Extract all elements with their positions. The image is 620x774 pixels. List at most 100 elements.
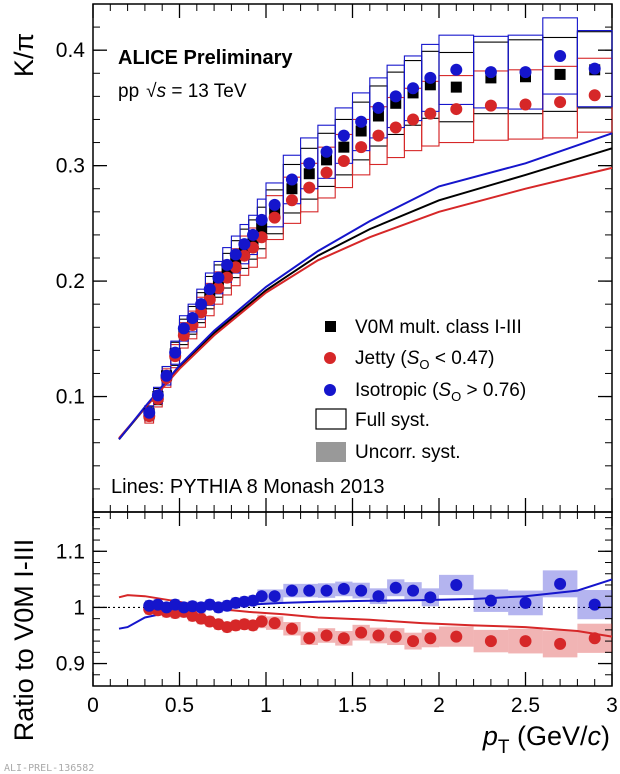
marker-v0m: [450, 81, 462, 93]
ratio-marker-jetty: [424, 632, 437, 645]
energy-s: s: [157, 81, 167, 102]
x-axis-title-sub: T: [498, 737, 510, 758]
marker-jetty: [588, 89, 601, 102]
marker-jetty: [407, 113, 420, 126]
pythia-lines-note: Lines: PYTHIA 8 Monash 2013: [111, 476, 385, 498]
ratio-marker-isotropic: [407, 584, 420, 597]
ratio-marker-jetty: [588, 632, 601, 645]
marker-v0m: [303, 168, 315, 180]
ratio-marker-jetty: [519, 635, 532, 648]
ratio-marker-isotropic: [389, 581, 402, 594]
upper-y-tick-label: 0.4: [56, 39, 86, 62]
legend-iso-b: > 0.76): [461, 380, 526, 401]
lower-y-tick-label: 1: [73, 596, 85, 619]
lower-y-tick-label: 0.9: [56, 653, 85, 676]
energy-prefix: pp: [118, 81, 139, 102]
x-axis-title-unit-c: c: [588, 721, 602, 751]
legend-marker-jetty: [324, 352, 336, 364]
marker-isotropic: [320, 145, 333, 158]
legend-jetty-b: < 0.47): [430, 348, 495, 369]
ratio-marker-jetty: [407, 635, 420, 648]
legend-jetty-sub: O: [419, 357, 429, 372]
x-tick-label: 0.5: [165, 694, 194, 717]
pythia-ratio-line-isotropic: [118, 578, 613, 630]
ratio-marker-jetty: [268, 617, 281, 630]
ratio-marker-isotropic: [268, 590, 281, 603]
marker-isotropic: [186, 312, 199, 325]
energy-value: = 13 TeV: [166, 81, 247, 102]
upper-y-axis-title: K/π: [9, 33, 39, 77]
marker-isotropic: [221, 258, 234, 271]
marker-isotropic: [195, 298, 208, 311]
legend-label-jetty: Jetty (SO < 0.47): [355, 348, 495, 372]
ratio-marker-jetty: [285, 622, 298, 635]
ratio-marker-isotropic: [255, 590, 268, 603]
marker-isotropic: [169, 346, 182, 359]
pythia-ratio-line-jetty: [118, 594, 613, 638]
alice-preliminary-title: ALICE Preliminary: [118, 47, 293, 69]
ratio-marker-jetty: [320, 629, 333, 642]
legend-marker-uncorr-syst: [316, 442, 346, 462]
marker-isotropic: [484, 66, 497, 79]
legend-marker-full-syst: [315, 408, 347, 430]
legend-jetty-a: Jetty (: [355, 348, 407, 369]
legend-label-isotropic: Isotropic (SO > 0.76): [355, 380, 526, 404]
marker-isotropic: [303, 157, 316, 170]
marker-isotropic: [407, 82, 420, 95]
ratio-marker-jetty: [450, 630, 463, 643]
marker-jetty: [450, 103, 463, 116]
marker-isotropic: [554, 49, 567, 62]
legend-iso-s: S: [438, 380, 451, 401]
marker-v0m: [372, 110, 384, 122]
legend: V0M mult. class I-III Jetty (SO < 0.47) …: [315, 317, 526, 463]
lower-data-layer: [93, 570, 613, 658]
legend-marker-v0m: [325, 321, 336, 332]
marker-isotropic: [372, 101, 385, 114]
marker-isotropic: [151, 389, 164, 402]
x-axis-title-unit-a: (GeV/: [509, 721, 588, 751]
axis-layer: 0.1 0.2 0.3 0.4 0.9 1 1.1 0 0.5 1 1.5 2 2.5 3: [56, 4, 618, 717]
marker-isotropic: [285, 173, 298, 186]
legend-label-v0m: V0M mult. class I-III: [355, 317, 522, 338]
marker-v0m: [286, 183, 298, 195]
ratio-marker-isotropic: [285, 584, 298, 597]
collision-energy-label: pp √s = 13 TeV: [118, 81, 247, 102]
marker-isotropic: [255, 213, 268, 226]
marker-isotropic: [160, 369, 173, 382]
marker-isotropic: [177, 322, 190, 335]
upper-y-tick-label: 0.2: [56, 270, 85, 293]
marker-jetty: [285, 194, 298, 207]
legend-label-uncorr-syst: Uncorr. syst.: [355, 442, 461, 463]
x-tick-label: 3: [606, 694, 618, 717]
marker-jetty: [268, 211, 281, 224]
marker-v0m: [554, 68, 566, 80]
marker-isotropic: [389, 90, 402, 103]
x-axis-title-p: p: [482, 721, 498, 751]
ratio-marker-jetty: [355, 626, 368, 639]
ratio-marker-isotropic: [355, 584, 368, 597]
marker-jetty: [337, 155, 350, 168]
ratio-marker-isotropic: [303, 584, 316, 597]
x-tick-label: 2: [433, 694, 445, 717]
marker-isotropic: [143, 406, 156, 419]
legend-jetty-s: S: [407, 348, 420, 369]
ratio-marker-isotropic: [424, 591, 437, 604]
marker-v0m: [338, 141, 350, 153]
marker-jetty: [303, 181, 316, 194]
upper-data-layer: [118, 17, 613, 440]
marker-v0m: [256, 222, 268, 234]
marker-isotropic: [203, 283, 216, 296]
lower-y-tick-label: 1.1: [56, 540, 85, 563]
marker-v0m: [321, 154, 333, 166]
lower-y-axis-title: Ratio to V0M I-III: [9, 539, 39, 742]
marker-isotropic: [268, 198, 281, 211]
marker-isotropic: [450, 63, 463, 76]
marker-isotropic: [519, 66, 532, 79]
pythia-line-isotropic: [118, 132, 613, 440]
marker-isotropic: [212, 271, 225, 284]
ratio-marker-jetty: [255, 615, 268, 628]
marker-jetty: [372, 129, 385, 142]
marker-jetty: [320, 166, 333, 179]
marker-jetty: [424, 107, 437, 120]
